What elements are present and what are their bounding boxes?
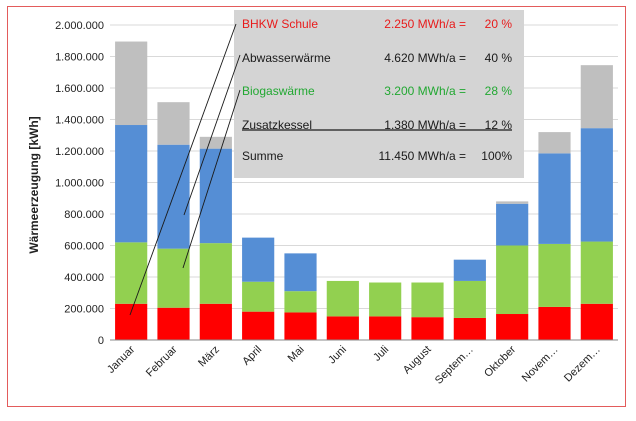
legend-percent: 12 % <box>485 118 513 132</box>
x-tick-label: August <box>401 344 434 377</box>
legend-percent: 20 % <box>485 17 513 31</box>
legend-name: Zusatzkessel <box>242 118 312 132</box>
legend-percent: 28 % <box>485 84 513 98</box>
bar-biogas <box>326 280 359 317</box>
y-tick-label: 2.000.000 <box>55 20 104 32</box>
bar-bhkw <box>411 317 444 340</box>
y-tick-label: 800.000 <box>64 209 104 221</box>
bar-abwasser <box>115 125 148 243</box>
bar-bhkw <box>326 316 359 340</box>
bar-bhkw <box>115 303 148 340</box>
bar-zusatz <box>199 136 232 149</box>
y-tick-label: 1.600.000 <box>55 83 104 95</box>
y-tick-label: 1.200.000 <box>55 146 104 158</box>
leader-line-biogas <box>182 89 241 269</box>
legend-background <box>234 10 524 178</box>
bar-biogas <box>369 282 402 317</box>
bar-abwasser <box>496 203 529 246</box>
legend-name: Biogaswärme <box>242 84 315 98</box>
bar-bhkw <box>538 306 571 340</box>
x-tick-label: April <box>240 344 264 368</box>
legend-rows: BHKW Schule 2.250 MWh/a = 20 % Abwasserwärm… <box>242 17 512 163</box>
bar-bhkw <box>157 307 190 340</box>
bar-bhkw <box>199 303 232 340</box>
bar-biogas <box>453 280 486 318</box>
y-tick-label: 400.000 <box>64 272 104 284</box>
x-tick-label: Juni <box>326 344 349 367</box>
bar-zusatz <box>538 132 571 154</box>
leader-line-bhkw <box>129 23 237 316</box>
legend-percent: 40 % <box>485 51 513 65</box>
x-tick-label: Oktober <box>482 343 518 379</box>
bar-biogas <box>157 248 190 308</box>
legend-amount: 4.620 MWh/a = <box>384 51 466 65</box>
x-axis-ticks: Januar Februar März April Mai Juni Juli August S… <box>105 343 603 386</box>
legend-percent: 100% <box>481 149 512 163</box>
bar-bhkw <box>369 316 402 340</box>
bar-abwasser <box>538 153 571 244</box>
y-tick-label: 1.000.000 <box>55 178 104 190</box>
bar-abwasser <box>284 253 317 292</box>
legend-name: Abwasserwärme <box>242 51 331 65</box>
bar-biogas <box>580 241 613 304</box>
bar-biogas <box>199 243 232 304</box>
y-axis-label: Wärmeerzeugung [kWh] <box>27 116 41 253</box>
y-tick-label: 1.800.000 <box>55 52 104 64</box>
x-tick-label: März <box>196 344 222 370</box>
bar-zusatz <box>496 201 529 204</box>
x-tick-label: Dezem… <box>562 344 603 385</box>
bar-bhkw <box>242 311 275 340</box>
legend-name: Summe <box>242 149 284 163</box>
bar-bhkw <box>284 312 317 340</box>
bar-abwasser <box>580 128 613 242</box>
y-axis-ticks: 0 200.000 400.000 600.000 800.000 1.000.000 1.… <box>55 20 104 347</box>
bar-abwasser <box>199 148 232 244</box>
bar-bhkw <box>580 303 613 340</box>
legend-amount: 1.380 MWh/a = <box>384 118 466 132</box>
bar-biogas <box>242 281 275 312</box>
bars <box>115 41 613 340</box>
leader-line-abwasser <box>183 54 241 216</box>
bar-zusatz <box>580 65 613 129</box>
bar-zusatz <box>115 41 148 126</box>
bar-biogas <box>115 242 148 304</box>
bar-biogas <box>538 243 571 307</box>
y-tick-label: 200.000 <box>64 304 104 316</box>
y-tick-label: 0 <box>98 335 104 347</box>
legend-name: BHKW Schule <box>242 17 318 31</box>
legend-amount: 3.200 MWh/a = <box>384 84 466 98</box>
legend-box: BHKW Schule 2.250 MWh/a = 20 % Abwasserwärm… <box>234 10 524 178</box>
bar-abwasser <box>242 237 275 282</box>
legend-amount: 11.450 MWh/a = <box>379 149 467 163</box>
x-tick-label: Februar <box>144 343 180 379</box>
bar-bhkw <box>453 317 486 340</box>
y-tick-label: 600.000 <box>64 241 104 253</box>
bar-zusatz <box>157 102 190 145</box>
x-tick-label: Mai <box>286 344 307 365</box>
bar-biogas <box>496 245 529 315</box>
x-tick-label: Novem… <box>520 344 561 385</box>
legend-amount: 2.250 MWh/a = <box>384 17 466 31</box>
y-tick-label: 1.400.000 <box>55 115 104 127</box>
chart-frame <box>7 6 626 407</box>
bar-biogas <box>284 291 317 313</box>
bar-abwasser <box>453 259 486 281</box>
x-tick-label: Januar <box>105 343 138 376</box>
leader-lines <box>129 23 241 316</box>
bar-biogas <box>411 282 444 318</box>
x-tick-label: Juli <box>371 344 391 364</box>
x-tick-label: Septem… <box>433 344 476 387</box>
bar-bhkw <box>496 314 529 340</box>
